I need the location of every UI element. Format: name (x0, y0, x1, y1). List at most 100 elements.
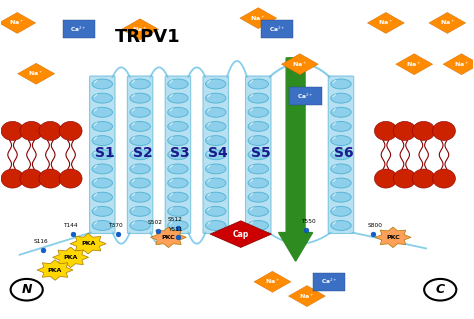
FancyBboxPatch shape (90, 76, 115, 234)
Ellipse shape (331, 206, 351, 216)
Ellipse shape (331, 178, 351, 188)
Text: T550: T550 (301, 219, 315, 224)
Ellipse shape (168, 192, 188, 202)
Polygon shape (0, 12, 36, 33)
FancyBboxPatch shape (328, 76, 354, 234)
Ellipse shape (412, 122, 435, 140)
Text: T144: T144 (63, 223, 77, 228)
Text: Cap: Cap (233, 230, 249, 239)
Bar (261, 20, 293, 39)
Polygon shape (151, 227, 186, 248)
Ellipse shape (1, 169, 24, 188)
Polygon shape (367, 12, 404, 33)
Ellipse shape (168, 164, 188, 174)
Bar (63, 20, 95, 39)
Circle shape (10, 279, 43, 300)
Ellipse shape (39, 122, 62, 140)
Text: Na$^+$: Na$^+$ (292, 60, 308, 69)
Ellipse shape (92, 79, 112, 89)
Ellipse shape (206, 164, 226, 174)
Polygon shape (18, 63, 55, 84)
Ellipse shape (168, 136, 188, 145)
Ellipse shape (20, 122, 43, 140)
Ellipse shape (130, 93, 150, 103)
Ellipse shape (248, 220, 268, 230)
Ellipse shape (59, 169, 82, 188)
Ellipse shape (92, 136, 112, 145)
Ellipse shape (374, 122, 397, 140)
Ellipse shape (433, 169, 456, 188)
Text: S800: S800 (368, 223, 383, 228)
Text: Na$^+$: Na$^+$ (406, 60, 422, 69)
Text: PKA: PKA (48, 268, 62, 272)
Text: PKC: PKC (386, 235, 400, 240)
Ellipse shape (168, 93, 188, 103)
Ellipse shape (412, 169, 435, 188)
Text: Na$^+$: Na$^+$ (132, 25, 148, 34)
Polygon shape (37, 260, 73, 280)
Ellipse shape (248, 150, 268, 160)
Ellipse shape (168, 107, 188, 117)
Ellipse shape (248, 192, 268, 202)
Ellipse shape (248, 178, 268, 188)
Text: PKC: PKC (162, 235, 175, 240)
FancyBboxPatch shape (128, 76, 153, 234)
Ellipse shape (130, 206, 150, 216)
Text: N: N (21, 283, 32, 296)
Ellipse shape (206, 79, 226, 89)
Ellipse shape (20, 169, 43, 188)
Ellipse shape (331, 136, 351, 145)
Polygon shape (70, 234, 106, 254)
Ellipse shape (92, 220, 112, 230)
Ellipse shape (393, 122, 416, 140)
Text: T370: T370 (108, 223, 123, 228)
Ellipse shape (331, 164, 351, 174)
Ellipse shape (92, 192, 112, 202)
Ellipse shape (168, 122, 188, 131)
Ellipse shape (374, 169, 397, 188)
Text: Ca$^{2+}$: Ca$^{2+}$ (297, 91, 314, 100)
Text: Na$^+$: Na$^+$ (28, 69, 44, 78)
Polygon shape (240, 8, 277, 29)
Ellipse shape (130, 107, 150, 117)
Ellipse shape (331, 107, 351, 117)
Ellipse shape (130, 164, 150, 174)
Ellipse shape (130, 150, 150, 160)
Text: Ca$^{2+}$: Ca$^{2+}$ (321, 277, 337, 286)
Ellipse shape (206, 150, 226, 160)
Ellipse shape (130, 178, 150, 188)
Ellipse shape (168, 206, 188, 216)
Text: Na$^+$: Na$^+$ (9, 19, 25, 27)
Text: Na$^+$: Na$^+$ (264, 277, 280, 286)
Text: C: C (436, 283, 445, 296)
Text: S2: S2 (133, 146, 152, 160)
Ellipse shape (206, 107, 226, 117)
Text: Y511: Y511 (168, 226, 183, 232)
Ellipse shape (59, 122, 82, 140)
Text: Na$^+$: Na$^+$ (454, 60, 469, 69)
Polygon shape (396, 54, 433, 75)
Text: S6: S6 (334, 146, 353, 160)
Ellipse shape (206, 136, 226, 145)
Ellipse shape (206, 206, 226, 216)
Polygon shape (375, 227, 411, 248)
Text: S5: S5 (251, 146, 271, 160)
Polygon shape (289, 286, 325, 307)
Polygon shape (282, 54, 318, 75)
Ellipse shape (433, 122, 456, 140)
Ellipse shape (206, 192, 226, 202)
Ellipse shape (248, 107, 268, 117)
Ellipse shape (168, 178, 188, 188)
Text: S116: S116 (34, 239, 48, 244)
Ellipse shape (92, 150, 112, 160)
Text: Na$^+$: Na$^+$ (439, 19, 455, 27)
Circle shape (424, 279, 456, 300)
Ellipse shape (92, 206, 112, 216)
Bar (290, 87, 321, 105)
Ellipse shape (92, 107, 112, 117)
Ellipse shape (168, 150, 188, 160)
Ellipse shape (331, 122, 351, 131)
Ellipse shape (331, 150, 351, 160)
Ellipse shape (206, 220, 226, 230)
Ellipse shape (206, 122, 226, 131)
